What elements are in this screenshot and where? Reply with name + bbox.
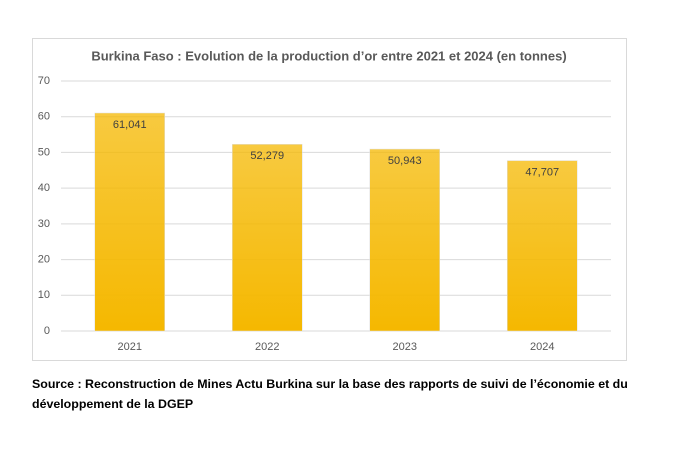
x-tick-label: 2024: [530, 341, 554, 353]
y-tick-label: 50: [38, 146, 50, 158]
source-note: Source : Reconstruction de Mines Actu Bu…: [32, 377, 628, 411]
chart: Burkina Faso : Evolution de la productio…: [32, 38, 627, 361]
bar: [232, 144, 303, 332]
y-tick-label: 20: [38, 253, 50, 265]
y-tick-label: 10: [38, 289, 50, 301]
data-label: 61,041: [113, 119, 147, 131]
data-label: 47,707: [525, 167, 559, 179]
y-tick-label: 30: [38, 218, 50, 230]
x-tick-label: 2022: [255, 341, 279, 353]
chart-title: Burkina Faso : Evolution de la productio…: [91, 48, 566, 63]
y-tick-label: 40: [38, 182, 50, 194]
data-label: 50,943: [388, 155, 422, 167]
y-tick-label: 0: [44, 325, 50, 337]
bar: [507, 160, 578, 332]
y-tick-label: 60: [38, 111, 50, 123]
y-tick-label: 70: [38, 75, 50, 87]
x-tick-label: 2021: [118, 341, 142, 353]
x-tick-label: 2023: [393, 341, 417, 353]
bar: [94, 112, 165, 332]
data-label: 52,279: [250, 150, 284, 162]
bar: [369, 148, 440, 332]
